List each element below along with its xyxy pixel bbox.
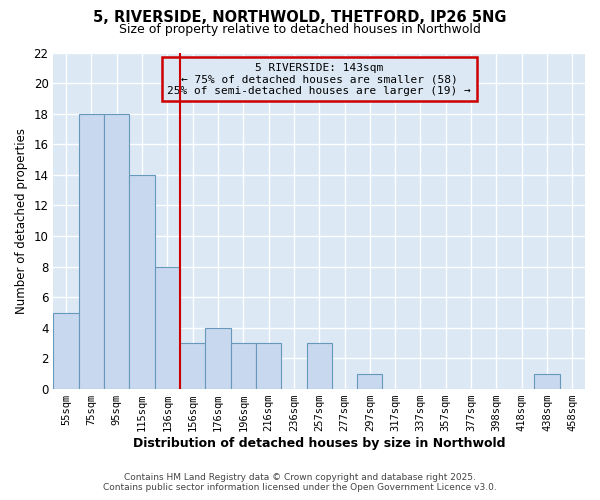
Bar	[357, 374, 382, 389]
Bar	[180, 343, 205, 389]
Text: Contains HM Land Registry data © Crown copyright and database right 2025.
Contai: Contains HM Land Registry data © Crown c…	[103, 473, 497, 492]
X-axis label: Distribution of detached houses by size in Northwold: Distribution of detached houses by size …	[133, 437, 505, 450]
Text: 5, RIVERSIDE, NORTHWOLD, THETFORD, IP26 5NG: 5, RIVERSIDE, NORTHWOLD, THETFORD, IP26 …	[93, 10, 507, 25]
Bar	[230, 343, 256, 389]
Bar	[205, 328, 230, 389]
Bar	[104, 114, 130, 389]
Y-axis label: Number of detached properties: Number of detached properties	[15, 128, 28, 314]
Bar	[79, 114, 104, 389]
Bar	[130, 175, 155, 389]
Bar	[256, 343, 281, 389]
Bar	[155, 266, 180, 389]
Bar	[535, 374, 560, 389]
Bar	[53, 312, 79, 389]
Text: 5 RIVERSIDE: 143sqm
← 75% of detached houses are smaller (58)
25% of semi-detach: 5 RIVERSIDE: 143sqm ← 75% of detached ho…	[167, 62, 471, 96]
Text: Size of property relative to detached houses in Northwold: Size of property relative to detached ho…	[119, 22, 481, 36]
Bar	[307, 343, 332, 389]
